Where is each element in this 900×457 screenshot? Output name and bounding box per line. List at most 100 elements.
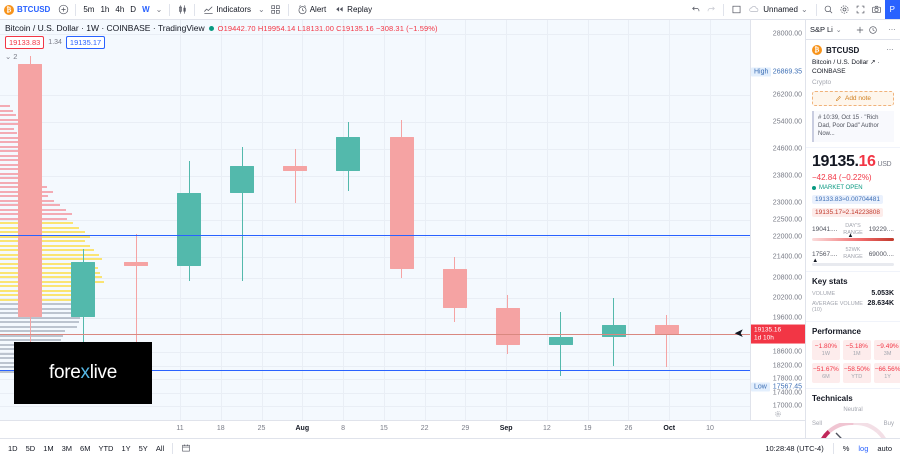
publish-button[interactable]: P bbox=[884, 0, 900, 19]
technicals-title: Technicals bbox=[812, 394, 853, 404]
watchlist-name[interactable]: S&P Li bbox=[810, 25, 833, 34]
gridline bbox=[0, 318, 750, 320]
undo-button[interactable] bbox=[687, 2, 703, 18]
ask-pill[interactable]: 19135.17 bbox=[65, 36, 106, 49]
candle-body bbox=[495, 308, 520, 346]
price-plot[interactable]: ➤ forexlive bbox=[0, 20, 750, 420]
indicators-button[interactable]: Indicators bbox=[199, 2, 255, 18]
candlestick bbox=[548, 20, 573, 420]
volume-profile-bar bbox=[0, 267, 98, 269]
search-button[interactable] bbox=[821, 2, 837, 18]
perf-label: 1M bbox=[852, 351, 861, 358]
range-1d[interactable]: 1D bbox=[8, 443, 18, 453]
gridline bbox=[0, 406, 750, 408]
replay-label: Replay bbox=[347, 5, 373, 14]
timeframe-w[interactable]: W bbox=[142, 5, 150, 14]
volume-profile-bar bbox=[0, 253, 99, 256]
snapshot-button[interactable] bbox=[869, 2, 885, 18]
price-axis[interactable]: 28000.00 26200.00 25400.00 24600.00 23800.00… bbox=[750, 20, 805, 420]
divider bbox=[75, 3, 77, 16]
volume-profile-bar bbox=[0, 118, 19, 121]
axis-settings-icon[interactable] bbox=[774, 410, 782, 418]
bid-pill[interactable]: 19133.83 bbox=[5, 36, 45, 49]
study-legend-row[interactable]: ⌄ 2 bbox=[5, 52, 438, 61]
gridline bbox=[0, 257, 750, 259]
week-range-marker-icon: ▲ bbox=[812, 258, 819, 265]
saved-layout-button[interactable]: Unnamed ⌄ bbox=[744, 2, 811, 18]
range-all[interactable]: All bbox=[155, 443, 165, 453]
top-toolbar: ₿ BTCUSD 5m 1h 4h D W ⌄ bbox=[0, 0, 900, 20]
percent-scale-button[interactable]: % bbox=[842, 443, 850, 453]
volume-profile-bar bbox=[0, 105, 11, 107]
perf-value: −58.50% bbox=[843, 366, 870, 374]
alert-button[interactable]: Alert bbox=[293, 2, 330, 18]
indicators-caret[interactable]: ⌄ bbox=[258, 5, 265, 14]
divider bbox=[169, 3, 171, 16]
symbol-more-icon[interactable]: ⋯ bbox=[886, 47, 894, 54]
auto-scale-button[interactable]: auto bbox=[877, 443, 892, 453]
watchlist-more-icon[interactable]: ⋯ bbox=[888, 26, 896, 34]
volume-profile-bar bbox=[0, 127, 14, 130]
divider bbox=[832, 442, 834, 454]
indicator-templates-button[interactable] bbox=[268, 2, 284, 18]
perf-cell-1y: −66.56% 1Y bbox=[873, 363, 900, 384]
candle-style-button[interactable] bbox=[174, 2, 190, 18]
add-note-button[interactable]: Add note bbox=[812, 90, 894, 106]
replay-button[interactable]: Replay bbox=[330, 2, 376, 18]
time-axis[interactable]: 11 18 25 Aug 8 15 22 29 Sep 12 19 26 Oct 10 bbox=[0, 420, 805, 438]
timeframe-5m[interactable]: 5m bbox=[83, 5, 95, 14]
candlestick bbox=[442, 20, 467, 420]
fullscreen-button[interactable] bbox=[853, 2, 869, 18]
clock-icon[interactable] bbox=[868, 25, 878, 35]
range-ytd[interactable]: YTD bbox=[98, 443, 114, 453]
redo-button[interactable] bbox=[703, 2, 719, 18]
chart-area: ➤ forexlive 28000.00 26200.00 25400.00 24600… bbox=[0, 20, 805, 420]
timeframe-dropdown-caret[interactable]: ⌄ bbox=[155, 5, 163, 14]
timeframe-1h[interactable]: 1h bbox=[100, 5, 110, 14]
watchlist-header: S&P Li ⌄ ⋯ bbox=[806, 20, 900, 40]
gridline bbox=[465, 20, 467, 420]
log-scale-button[interactable]: log bbox=[858, 443, 869, 453]
time-tick-label: 15 bbox=[379, 425, 388, 432]
range-5d[interactable]: 5D bbox=[25, 443, 36, 453]
chart-settings-button[interactable] bbox=[837, 2, 853, 18]
range-1y[interactable]: 1Y bbox=[121, 443, 131, 453]
timeframe-4h[interactable]: 4h bbox=[115, 5, 125, 14]
gridline bbox=[383, 20, 385, 420]
time-tick-label: Aug bbox=[295, 425, 310, 432]
forexlive-watermark: forexlive bbox=[14, 342, 152, 404]
news-note-item[interactable]: # 10:39, Oct 15 · "Rich Dad, Poor Dad" A… bbox=[812, 110, 894, 142]
candlestick bbox=[601, 20, 626, 420]
candlestick bbox=[495, 20, 520, 420]
volume-profile-bar bbox=[0, 240, 85, 242]
range-3m[interactable]: 3M bbox=[61, 443, 73, 453]
layout-select-button[interactable] bbox=[728, 2, 744, 18]
week-range-bar: ▲ bbox=[812, 258, 894, 267]
stat-value: 28.634K bbox=[867, 300, 894, 308]
symbol-row[interactable]: ₿ BTCUSD ⋯ bbox=[812, 45, 894, 55]
perf-value: −9.49% bbox=[876, 343, 899, 351]
watchlist-caret-icon[interactable]: ⌄ bbox=[835, 26, 842, 34]
gridline bbox=[302, 20, 304, 420]
symbol-search-button[interactable]: ₿ BTCUSD bbox=[0, 4, 55, 15]
timeframe-d[interactable]: D bbox=[130, 5, 137, 14]
range-1m[interactable]: 1M bbox=[43, 443, 54, 453]
gauge-neutral-label: Neutral bbox=[843, 407, 863, 414]
legend-price-pills: 19133.83 1.34 19135.17 bbox=[5, 36, 438, 49]
volume-profile-bar bbox=[0, 280, 105, 283]
current-price-line-line[interactable] bbox=[0, 334, 750, 336]
last-price: 19135.16 USD bbox=[812, 153, 894, 171]
add-symbol-icon[interactable] bbox=[855, 25, 865, 35]
range-6m[interactable]: 6M bbox=[80, 443, 91, 453]
support-line[interactable] bbox=[0, 369, 750, 371]
range-5y[interactable]: 5Y bbox=[138, 443, 148, 453]
cursor-arrow-icon: ➤ bbox=[734, 326, 745, 341]
gridline bbox=[0, 365, 750, 367]
week-range-label: 52WK RANGE bbox=[843, 247, 863, 261]
time-tick-label: Oct bbox=[663, 425, 676, 432]
time-tick-label: 12 bbox=[543, 425, 551, 432]
go-to-date-button[interactable] bbox=[177, 441, 195, 455]
resistance-line[interactable] bbox=[0, 235, 750, 237]
add-symbol-button[interactable] bbox=[55, 2, 71, 18]
perf-value: −1.80% bbox=[814, 343, 838, 351]
